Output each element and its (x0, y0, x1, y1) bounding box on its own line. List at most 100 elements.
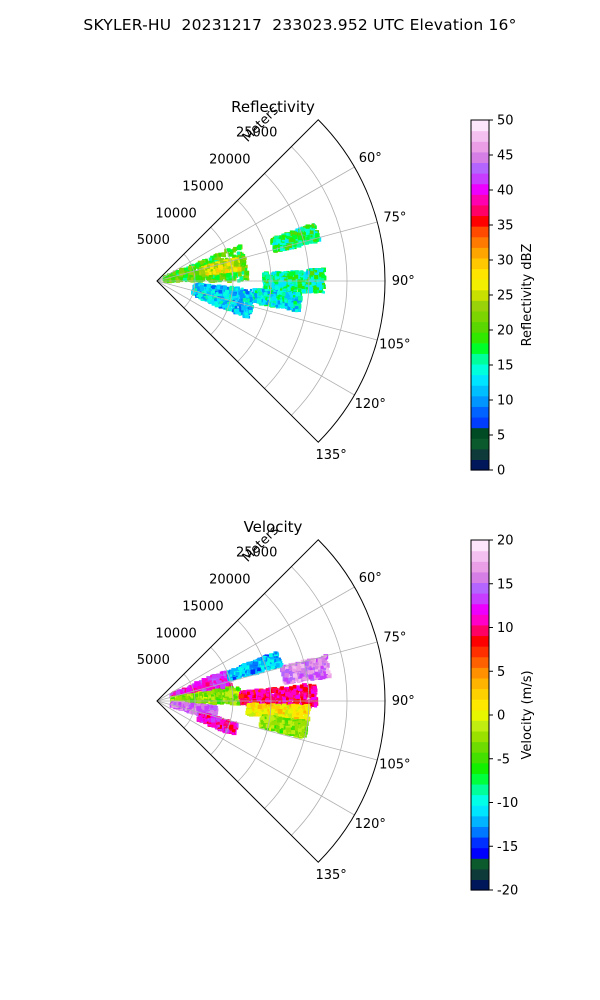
echo-pixel (291, 297, 295, 301)
echo-pixel (275, 304, 279, 308)
colorbar-segment (471, 215, 489, 227)
echo-pixel (302, 231, 307, 236)
echo-pixel (288, 302, 294, 307)
echo-pixel (271, 286, 276, 291)
echo-pixel (290, 307, 294, 310)
echo-pixel (310, 284, 313, 287)
theta-tick-label: 135° (315, 448, 346, 463)
chart-panel-0: Reflectivity60°75°90°105°120°135°5000100… (137, 98, 535, 479)
echo-pixel (241, 305, 247, 311)
echo-pixel (270, 239, 275, 244)
echo-pixel (310, 276, 314, 280)
r-tick-label: 10000 (155, 206, 196, 221)
echo-pixel (196, 681, 201, 686)
echo-pixel (244, 302, 249, 307)
echo-pixel (208, 288, 212, 292)
echo-pixel (280, 303, 285, 308)
echo-pixel (235, 694, 241, 700)
echo-pixel (225, 700, 229, 704)
echo-pixel (309, 286, 314, 291)
echo-pixel (216, 683, 220, 687)
grid-spoke (156, 221, 378, 282)
echo-pixel (168, 274, 172, 278)
echo-pixel (285, 292, 289, 295)
colorbar-segment (471, 173, 489, 185)
echo-pixel (211, 694, 214, 698)
echo-pixel (245, 277, 248, 281)
echo-pixel (211, 289, 215, 294)
echo-pixel (217, 301, 220, 304)
echo-pixel (189, 275, 193, 278)
echo-pixel (305, 234, 311, 239)
echo-pixel (215, 292, 220, 297)
echo-pixel (236, 287, 241, 292)
echo-pixel (272, 271, 277, 276)
echo-pixel (202, 276, 205, 280)
echo-pixel (254, 295, 258, 299)
echo-pixel (208, 285, 212, 290)
echo-pixel (267, 291, 271, 295)
echo-pixel (284, 293, 289, 299)
echo-pixel (218, 267, 221, 270)
echo-pixel (310, 271, 315, 276)
echo-pixel (286, 233, 289, 236)
echo-pixel (279, 291, 284, 296)
echo-pixel (275, 656, 278, 659)
echo-pixel (207, 700, 211, 704)
echo-pixel (264, 659, 268, 663)
echo-pixel (229, 308, 233, 311)
echo-pixel (252, 291, 255, 294)
colorbar-segment (471, 162, 489, 174)
echo-pixel (238, 289, 244, 295)
echo-pixel (183, 697, 189, 703)
echo-pixel (233, 267, 238, 272)
echo-pixel (253, 661, 259, 667)
echo-pixel (265, 302, 268, 305)
echo-pixel (206, 691, 211, 696)
echo-pixel (269, 661, 273, 666)
echo-pixel (262, 297, 266, 301)
echo-pixel (229, 702, 233, 705)
echo-pixel (229, 249, 233, 252)
colorbar-segment (471, 236, 489, 248)
echo-pixel (321, 268, 324, 271)
echo-pixel (235, 672, 240, 677)
colorbar-segment (471, 374, 489, 386)
echo-pixel (319, 287, 323, 291)
echo-pixel (226, 278, 229, 281)
echo-pixel (233, 701, 238, 706)
echo-pixel (243, 267, 248, 272)
echo-pixel (265, 281, 269, 285)
echo-pixel (293, 281, 298, 286)
echo-pixel (199, 692, 203, 697)
colorbar-segment (471, 204, 489, 217)
echo-pixel (293, 280, 296, 283)
echo-pixel (199, 264, 203, 268)
echo-pixel (204, 693, 209, 697)
colorbar-segment (471, 300, 489, 312)
echo-pixel (274, 293, 279, 299)
colorbar-tick-label: 50 (497, 114, 514, 129)
echo-pixel (243, 275, 246, 278)
echo-pixel (219, 293, 223, 297)
echo-pixel (293, 300, 297, 305)
echo-pixel (245, 670, 248, 674)
echo-pixel (225, 692, 230, 697)
echo-pixel (278, 287, 283, 291)
echo-pixel (238, 310, 244, 316)
echo-pixel (232, 676, 236, 680)
echo-pixel (224, 248, 229, 254)
echo-pixel (200, 697, 204, 701)
echo-pixel (211, 301, 217, 306)
echo-pixel (238, 667, 242, 670)
echo-pixel (188, 267, 191, 270)
echo-pixel (298, 272, 303, 276)
echo-pixel (225, 265, 229, 269)
r-tick-label: 20000 (209, 153, 250, 168)
colorbar-segment (471, 448, 489, 460)
echo-pixel (276, 236, 282, 242)
echo-pixel (209, 698, 213, 702)
echo-pixel (291, 287, 294, 291)
echo-pixel (207, 277, 210, 281)
echo-pixel (304, 275, 308, 280)
